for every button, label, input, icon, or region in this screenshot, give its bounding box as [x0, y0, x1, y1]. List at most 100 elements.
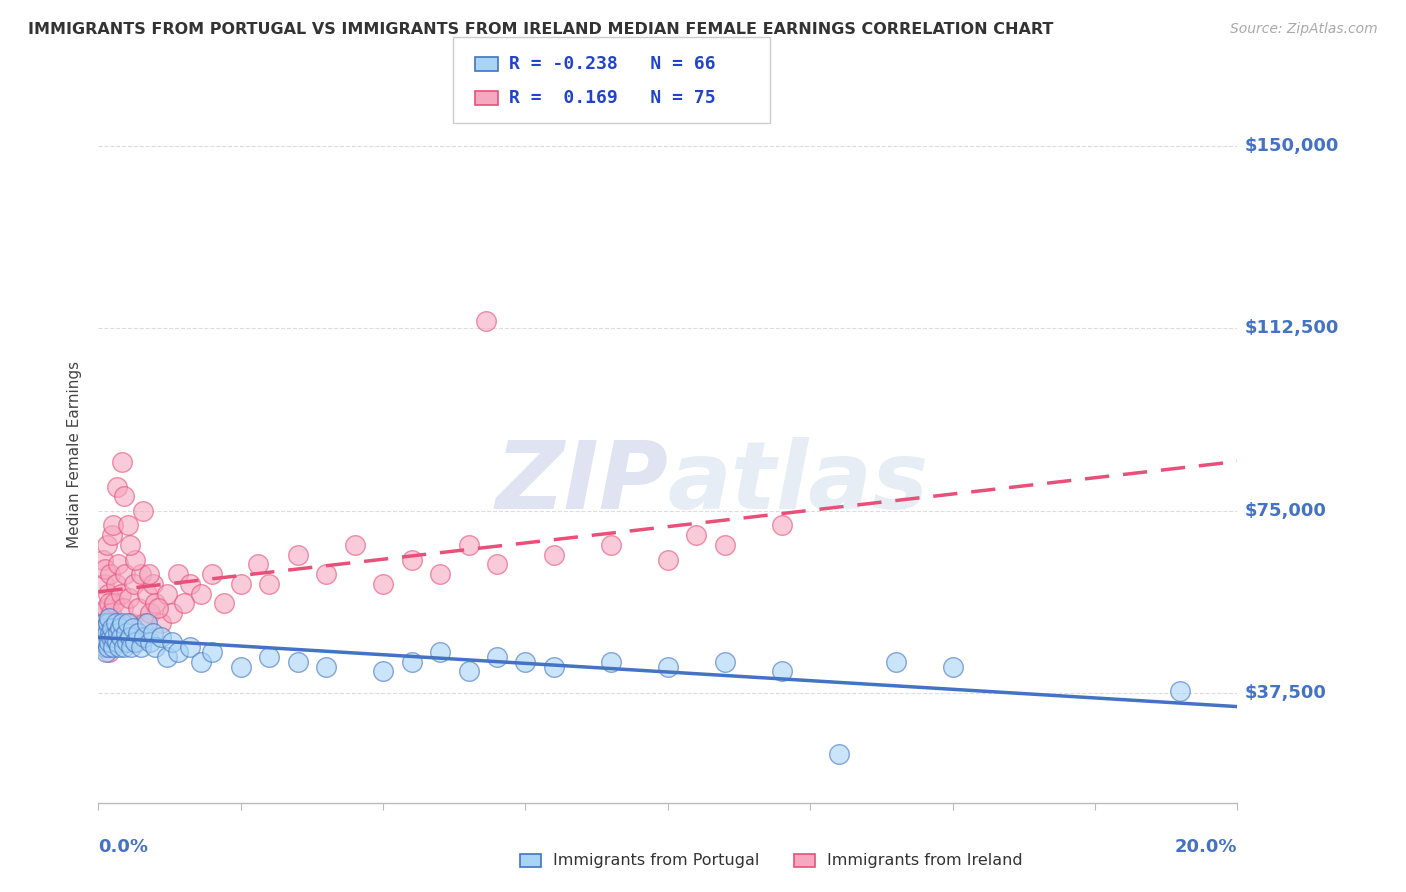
Point: [201, 645, 224, 659]
Text: 20.0%: 20.0%: [1175, 838, 1237, 856]
Point: [685, 528, 707, 542]
Point: [148, 601, 170, 615]
Point: [141, 577, 163, 591]
Text: atlas: atlas: [668, 437, 929, 529]
Point: [104, 577, 127, 591]
Point: [259, 649, 281, 664]
Point: [112, 489, 135, 503]
Point: [129, 567, 152, 582]
Point: [96, 615, 118, 630]
Point: [543, 548, 565, 562]
Point: [100, 606, 122, 620]
Point: [600, 655, 623, 669]
Point: [122, 577, 145, 591]
Point: [118, 538, 141, 552]
Point: [94, 621, 117, 635]
Point: [101, 621, 124, 635]
Point: [94, 601, 117, 615]
Point: [201, 567, 224, 582]
Point: [100, 631, 122, 645]
Point: [156, 649, 179, 664]
Point: [96, 645, 118, 659]
Point: [90, 606, 112, 620]
Text: ZIP: ZIP: [495, 437, 668, 529]
Point: [96, 615, 118, 630]
Point: [287, 655, 309, 669]
Point: [129, 640, 152, 654]
Point: [145, 640, 167, 654]
Point: [132, 631, 155, 645]
Point: [884, 655, 907, 669]
Y-axis label: Median Female Earnings: Median Female Earnings: [67, 361, 83, 549]
Text: 0.0%: 0.0%: [98, 838, 149, 856]
Point: [97, 640, 120, 654]
Point: [118, 591, 141, 606]
Point: [229, 659, 252, 673]
Point: [657, 552, 679, 566]
Point: [117, 615, 139, 630]
Point: [828, 747, 851, 761]
Point: [138, 606, 160, 620]
Point: [162, 606, 184, 620]
Text: $75,000: $75,000: [1244, 502, 1326, 520]
Point: [114, 625, 136, 640]
Point: [103, 640, 125, 654]
Point: [104, 615, 127, 630]
Point: [429, 567, 451, 582]
Point: [97, 586, 120, 600]
Point: [190, 655, 212, 669]
Point: [91, 635, 114, 649]
Point: [132, 615, 155, 630]
Point: [93, 631, 115, 645]
Point: [115, 625, 138, 640]
Point: [103, 596, 125, 610]
Text: $150,000: $150,000: [1244, 137, 1339, 155]
Point: [105, 635, 128, 649]
Point: [770, 518, 793, 533]
Point: [714, 655, 737, 669]
Point: [127, 601, 149, 615]
Point: [108, 625, 131, 640]
Point: [101, 518, 124, 533]
Point: [179, 640, 201, 654]
Point: [93, 635, 115, 649]
Point: [371, 577, 394, 591]
Point: [145, 596, 167, 610]
Text: $112,500: $112,500: [1244, 319, 1339, 337]
Point: [474, 314, 496, 328]
Point: [93, 615, 115, 630]
Point: [190, 586, 212, 600]
Point: [942, 659, 965, 673]
Point: [124, 552, 146, 566]
Point: [103, 631, 125, 645]
Point: [90, 625, 112, 640]
Point: [111, 615, 134, 630]
Point: [229, 577, 252, 591]
Point: [98, 635, 121, 649]
Point: [91, 625, 114, 640]
Point: [135, 586, 157, 600]
Point: [125, 635, 148, 649]
Point: [141, 625, 163, 640]
Point: [98, 567, 121, 582]
Point: [457, 538, 479, 552]
Point: [121, 621, 143, 635]
Point: [179, 577, 201, 591]
Point: [173, 596, 195, 610]
Point: [167, 645, 190, 659]
Point: [132, 504, 155, 518]
Point: [120, 640, 142, 654]
Point: [108, 640, 131, 654]
Point: [401, 552, 423, 566]
Point: [657, 659, 679, 673]
Point: [138, 567, 160, 582]
Point: [93, 577, 115, 591]
Point: [162, 635, 184, 649]
Point: [770, 665, 793, 679]
Point: [103, 615, 125, 630]
Point: [150, 631, 173, 645]
Point: [600, 538, 623, 552]
Point: [1170, 684, 1192, 698]
Point: [118, 631, 141, 645]
Point: [98, 596, 121, 610]
